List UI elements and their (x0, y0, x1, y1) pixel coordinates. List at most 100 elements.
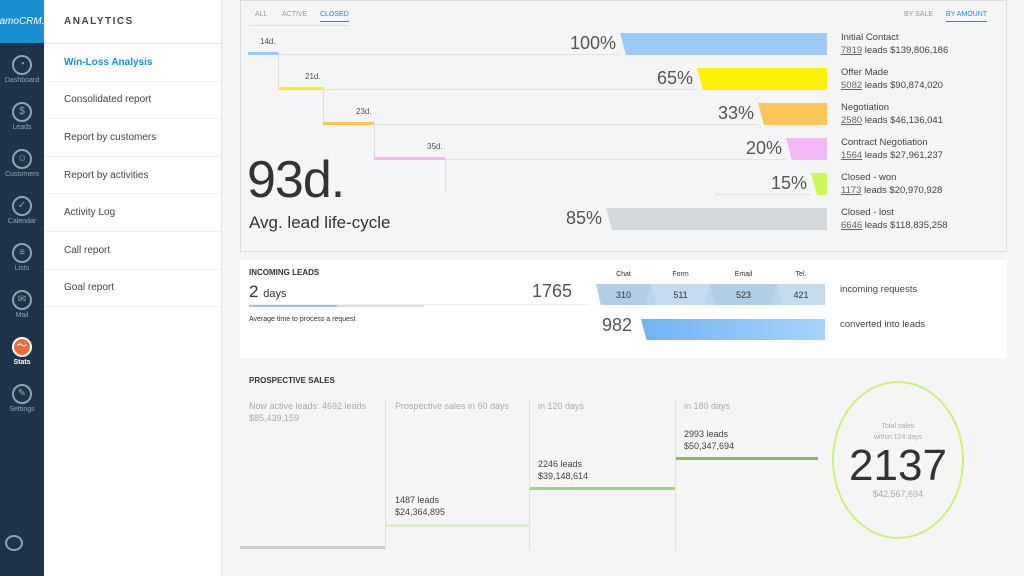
nav-label: Settings (9, 406, 35, 413)
nav-label: Customers (5, 171, 39, 178)
channel-segment[interactable] (596, 284, 651, 305)
channel-segment[interactable] (710, 284, 777, 305)
funnel-bar[interactable] (620, 33, 827, 55)
mode-by-amount[interactable]: BY AMOUNT (946, 11, 988, 22)
duration-step (278, 87, 323, 90)
menu-item-consolidated[interactable]: Consolidated report (44, 82, 221, 120)
channel-segment[interactable] (777, 284, 825, 305)
total-sales-amount: $42,567,694 (872, 489, 924, 499)
total-label-1: Total sales (881, 423, 915, 430)
menu-item-win-loss[interactable]: Win-Loss Analysis (44, 44, 221, 82)
nav-item-leads[interactable]: $ Leads (0, 102, 44, 131)
nav-label: Lists (14, 265, 30, 272)
menu-title: ANALYTICS (44, 0, 221, 44)
tab-all[interactable]: ALL (255, 11, 268, 18)
active-bar (240, 546, 385, 549)
funnel-bar[interactable] (697, 68, 827, 90)
stage-leads-link[interactable]: 2580 (841, 115, 863, 126)
duration-label: 14d. (260, 37, 276, 46)
nav-label: Leads (12, 124, 32, 131)
funnel-percent: 15% (770, 173, 807, 193)
funnel-bar[interactable] (606, 208, 827, 230)
nav-item-mail[interactable]: ✉ Mail (0, 290, 44, 319)
stage-name: Negotiation (841, 102, 890, 113)
channel-name: Email (734, 271, 753, 278)
funnel-bar[interactable] (786, 138, 827, 160)
duration-step (248, 52, 278, 55)
menu-item-customers[interactable]: Report by customers (44, 119, 221, 157)
stage-leads-link[interactable]: 5082 (841, 80, 863, 91)
dollar-icon: $ (12, 102, 32, 122)
duration-label: 21d. (305, 72, 321, 81)
menu-item-goal-report[interactable]: Goal report (44, 270, 221, 308)
channel-value: 511 (673, 290, 688, 300)
channel-value: 310 (615, 290, 632, 300)
converted-total: 982 (601, 315, 632, 335)
stage-leads-link[interactable]: 7819 (841, 45, 863, 56)
nav-label: Mail (15, 312, 29, 319)
incoming-leads-card (240, 260, 1007, 358)
col-120-leads: 2246 leads (538, 459, 583, 469)
bar-60 (386, 524, 529, 527)
menu-item-call-report[interactable]: Call report (44, 232, 221, 270)
funnel-bar[interactable] (758, 103, 827, 125)
channel-name: Form (672, 271, 689, 278)
wrench-icon: ✎ (12, 384, 32, 404)
funnel-stage-label: Negotiation 2580 leads $46,136,041 (841, 101, 943, 127)
dashboard-icon: ◔ (12, 55, 32, 75)
incoming-title: INCOMING LEADS (249, 268, 320, 277)
nav-item-customers[interactable]: ☺ Customers (0, 149, 44, 178)
mail-icon: ✉ (12, 290, 32, 310)
col-60-amount: $24,364,895 (395, 507, 446, 517)
active-leads-amount: $85,439,159 (249, 413, 300, 423)
mode-by-sale[interactable]: BY SALE (904, 11, 934, 18)
col-180-title: in 180 days (684, 401, 731, 411)
nav-item-dashboard[interactable]: ◔ Dashboard (0, 55, 44, 84)
channel-value: 523 (735, 290, 752, 300)
days-value: 2 (249, 282, 259, 301)
stage-leads-link[interactable]: 1564 (841, 150, 863, 161)
tab-closed[interactable]: CLOSED (320, 11, 349, 22)
channel-segment[interactable] (651, 284, 710, 305)
channel-name: Tel. (795, 271, 807, 278)
stage-name: Initial Contact (841, 32, 899, 43)
tab-active[interactable]: ACTIVE (282, 11, 308, 18)
stage-name: Contract Negotiation (841, 137, 928, 148)
converted-label: converted into leads (840, 319, 926, 330)
chat-icon[interactable] (5, 535, 23, 551)
menu-item-activities[interactable]: Report by activities (44, 157, 221, 195)
stage-amount: leads $20,970,928 (864, 185, 943, 196)
logo[interactable]: amoCRM. (0, 0, 45, 43)
nav-item-settings[interactable]: ✎ Settings (0, 384, 44, 413)
funnel-percent: 85% (565, 208, 602, 228)
menu-item-activity-log[interactable]: Activity Log (44, 194, 221, 232)
incoming-total: 1765 (531, 281, 572, 301)
duration-label: 35d. (427, 142, 443, 151)
avg-lifecycle-label: Avg. lead life-cycle (249, 213, 391, 232)
funnel-stage-label: Closed - won 1173 leads $20,970,928 (841, 171, 942, 197)
nav-item-calendar[interactable]: ✓ Calendar (0, 196, 44, 225)
customers-icon: ☺ (12, 149, 32, 169)
nav-item-lists[interactable]: ≡ Lists (0, 243, 44, 272)
funnel-stage-label: Closed - lost 6646 leads $118,835,258 (841, 206, 948, 232)
nav-label: Calendar (7, 218, 37, 225)
sidebar-nav: amoCRM. ◔ Dashboard $ Leads ☺ Customers ✓ Calen… (0, 0, 45, 576)
funnel-stage-label: Initial Contact 7819 leads $139,806,186 (841, 31, 948, 57)
list-icon: ≡ (12, 243, 32, 263)
stage-leads-link[interactable]: 1173 (841, 185, 862, 196)
col-120-amount: $39,148,614 (538, 471, 589, 481)
col-60-leads: 1487 leads (395, 495, 440, 505)
process-time-bar (249, 304, 424, 307)
nav-item-stats[interactable]: 〜 Stats (0, 337, 44, 366)
col-180-leads: 2993 leads (684, 429, 729, 439)
check-icon: ✓ (12, 196, 32, 216)
col-120-title: in 120 days (538, 401, 585, 411)
stage-leads-link[interactable]: 6646 (841, 220, 863, 231)
funnel-stage-label: Contract Negotiation 1564 leads $27,961,2… (841, 136, 943, 162)
stage-amount: leads $46,136,041 (864, 115, 943, 126)
col-180-amount: $50,347,694 (684, 441, 735, 451)
active-leads-label: Now active leads: 4692 leads (249, 401, 367, 411)
stage-amount: leads $118,835,258 (864, 220, 948, 231)
funnel-percent: 20% (745, 138, 782, 158)
nav-label: Dashboard (4, 77, 40, 84)
